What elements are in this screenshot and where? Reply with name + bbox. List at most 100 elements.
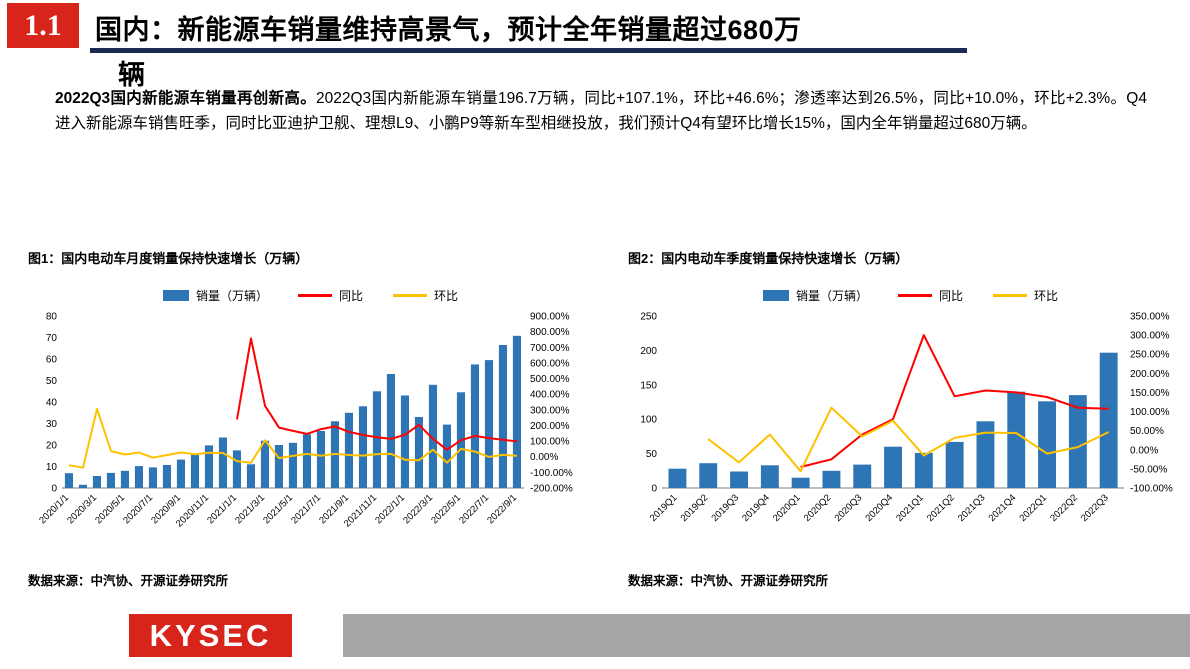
yellow-line-swatch-icon: [393, 294, 427, 297]
page-title-wrap: 辆: [118, 60, 145, 90]
legend-label-yoy: 同比: [338, 289, 363, 303]
svg-text:2020Q4: 2020Q4: [863, 492, 895, 524]
figure2-title: 图2：国内电动车季度销量保持快速增长（万辆）: [628, 251, 909, 266]
figure1-title: 图1：国内电动车月度销量保持快速增长（万辆）: [28, 251, 309, 266]
svg-text:20: 20: [46, 441, 58, 452]
svg-text:350.00%: 350.00%: [1130, 312, 1170, 323]
figure-quarterly-sales: 图2：国内电动车季度销量保持快速增长（万辆） 销量（万辆） 同比 环比 0 50 1…: [628, 248, 1190, 589]
svg-text:300.00%: 300.00%: [1130, 331, 1170, 342]
svg-text:150.00%: 150.00%: [1130, 388, 1170, 399]
figure1-source: 数据来源：中汽协、开源证券研究所: [28, 574, 229, 588]
quarterly-sales-chart: 0 50 100 150 200 250 -100.00% -50.00% 0.00% 50.00…: [640, 312, 1173, 525]
summary-paragraph: 2022Q3国内新能源车销量再创新高。2022Q3国内新能源车销量196.7万辆…: [55, 86, 1147, 136]
svg-text:2022/9/1: 2022/9/1: [485, 492, 519, 526]
svg-text:10: 10: [46, 462, 58, 473]
svg-text:2022Q1: 2022Q1: [1017, 492, 1049, 524]
svg-text:2020/7/1: 2020/7/1: [121, 492, 155, 526]
svg-text:60: 60: [46, 355, 58, 366]
svg-text:-100.00%: -100.00%: [1130, 484, 1173, 495]
svg-text:2020/1/1: 2020/1/1: [37, 492, 71, 526]
svg-text:700.00%: 700.00%: [530, 343, 570, 354]
svg-text:200.00%: 200.00%: [530, 421, 570, 432]
svg-text:2019Q3: 2019Q3: [709, 492, 741, 524]
svg-text:2020Q2: 2020Q2: [802, 492, 834, 524]
bar-swatch-icon: [762, 290, 789, 301]
svg-text:900.00%: 900.00%: [530, 312, 570, 323]
red-line-swatch-icon: [297, 294, 332, 297]
svg-text:250: 250: [640, 312, 657, 323]
legend-label-mom: 环比: [1034, 289, 1059, 303]
svg-text:2022Q3: 2022Q3: [1079, 492, 1111, 524]
svg-text:2020/5/1: 2020/5/1: [93, 492, 127, 526]
svg-text:2021/1/1: 2021/1/1: [205, 492, 239, 526]
svg-text:2021Q2: 2021Q2: [925, 492, 957, 524]
svg-text:250.00%: 250.00%: [1130, 350, 1170, 361]
svg-text:2019Q2: 2019Q2: [679, 492, 711, 524]
svg-text:200.00%: 200.00%: [1130, 369, 1170, 380]
svg-text:0: 0: [51, 484, 57, 495]
legend-label-sales: 销量（万辆）: [195, 289, 268, 303]
legend-item-yoy: 同比: [897, 287, 963, 304]
figure-monthly-sales: 图1：国内电动车月度销量保持快速增长（万辆） 销量（万辆） 同比 环比 0 10 2…: [28, 248, 593, 589]
red-line-swatch-icon: [897, 294, 932, 297]
figure1-legend: 销量（万辆） 同比 环比: [28, 287, 593, 304]
svg-text:50.00%: 50.00%: [1130, 426, 1164, 437]
footer-gray-bar: [343, 614, 1190, 657]
figure2-source: 数据来源：中汽协、开源证券研究所: [628, 574, 829, 588]
section-number: 1.1: [24, 8, 62, 42]
yellow-line-swatch-icon: [993, 294, 1027, 297]
svg-text:40: 40: [46, 398, 58, 409]
legend-item-mom: 环比: [393, 287, 458, 304]
svg-text:80: 80: [46, 312, 58, 323]
svg-text:-50.00%: -50.00%: [1130, 464, 1167, 475]
monthly-sales-chart: 0 10 20 30 40 50 60 70 80 -200.00% -100.00% 0.00% 10…: [37, 312, 573, 530]
legend-item-yoy: 同比: [297, 287, 363, 304]
svg-text:800.00%: 800.00%: [530, 327, 570, 338]
legend-label-yoy: 同比: [938, 289, 963, 303]
svg-text:2022/5/1: 2022/5/1: [429, 492, 463, 526]
svg-text:2021/7/1: 2021/7/1: [289, 492, 323, 526]
legend-label-mom: 环比: [434, 289, 459, 303]
kysec-logo: KYSEC: [129, 614, 292, 657]
svg-text:100.00%: 100.00%: [530, 437, 570, 448]
svg-text:50: 50: [646, 449, 658, 460]
title-underline: [90, 48, 967, 53]
svg-text:2020/3/1: 2020/3/1: [65, 492, 99, 526]
svg-text:0.00%: 0.00%: [1130, 445, 1158, 456]
figure2-legend: 销量（万辆） 同比 环比: [628, 287, 1190, 304]
svg-text:300.00%: 300.00%: [530, 405, 570, 416]
svg-text:2021Q4: 2021Q4: [987, 492, 1019, 524]
svg-text:2021/5/1: 2021/5/1: [261, 492, 295, 526]
svg-text:50: 50: [46, 376, 58, 387]
svg-text:100.00%: 100.00%: [1130, 407, 1170, 418]
svg-text:70: 70: [46, 333, 58, 344]
svg-text:2022/7/1: 2022/7/1: [457, 492, 491, 526]
svg-text:150: 150: [640, 380, 657, 391]
svg-text:2020Q1: 2020Q1: [771, 492, 803, 524]
svg-text:2022/3/1: 2022/3/1: [401, 492, 435, 526]
bar-swatch-icon: [162, 290, 189, 301]
svg-text:2021Q1: 2021Q1: [894, 492, 926, 524]
svg-text:2019Q1: 2019Q1: [648, 492, 680, 524]
legend-item-sales: 销量（万辆）: [162, 287, 268, 304]
svg-text:30: 30: [46, 419, 58, 430]
summary-rest: 2022Q3国内新能源车销量196.7万辆，同比+107.1%，环比+46.6%…: [55, 90, 1147, 133]
svg-text:2021/3/1: 2021/3/1: [233, 492, 267, 526]
svg-text:2022Q2: 2022Q2: [1048, 492, 1080, 524]
svg-text:2020Q3: 2020Q3: [833, 492, 865, 524]
svg-text:100: 100: [640, 415, 657, 426]
svg-text:-200.00%: -200.00%: [530, 484, 573, 495]
svg-text:2022/1/1: 2022/1/1: [373, 492, 407, 526]
svg-text:2021Q3: 2021Q3: [956, 492, 988, 524]
svg-text:0.00%: 0.00%: [530, 452, 558, 463]
svg-text:600.00%: 600.00%: [530, 358, 570, 369]
legend-item-mom: 环比: [993, 287, 1058, 304]
summary-lead: 2022Q3国内新能源车销量再创新高。: [55, 90, 317, 107]
svg-text:-100.00%: -100.00%: [530, 468, 573, 479]
svg-text:0: 0: [651, 484, 657, 495]
svg-text:400.00%: 400.00%: [530, 390, 570, 401]
legend-label-sales: 销量（万辆）: [795, 289, 868, 303]
legend-item-sales: 销量（万辆）: [762, 287, 868, 304]
svg-text:500.00%: 500.00%: [530, 374, 570, 385]
